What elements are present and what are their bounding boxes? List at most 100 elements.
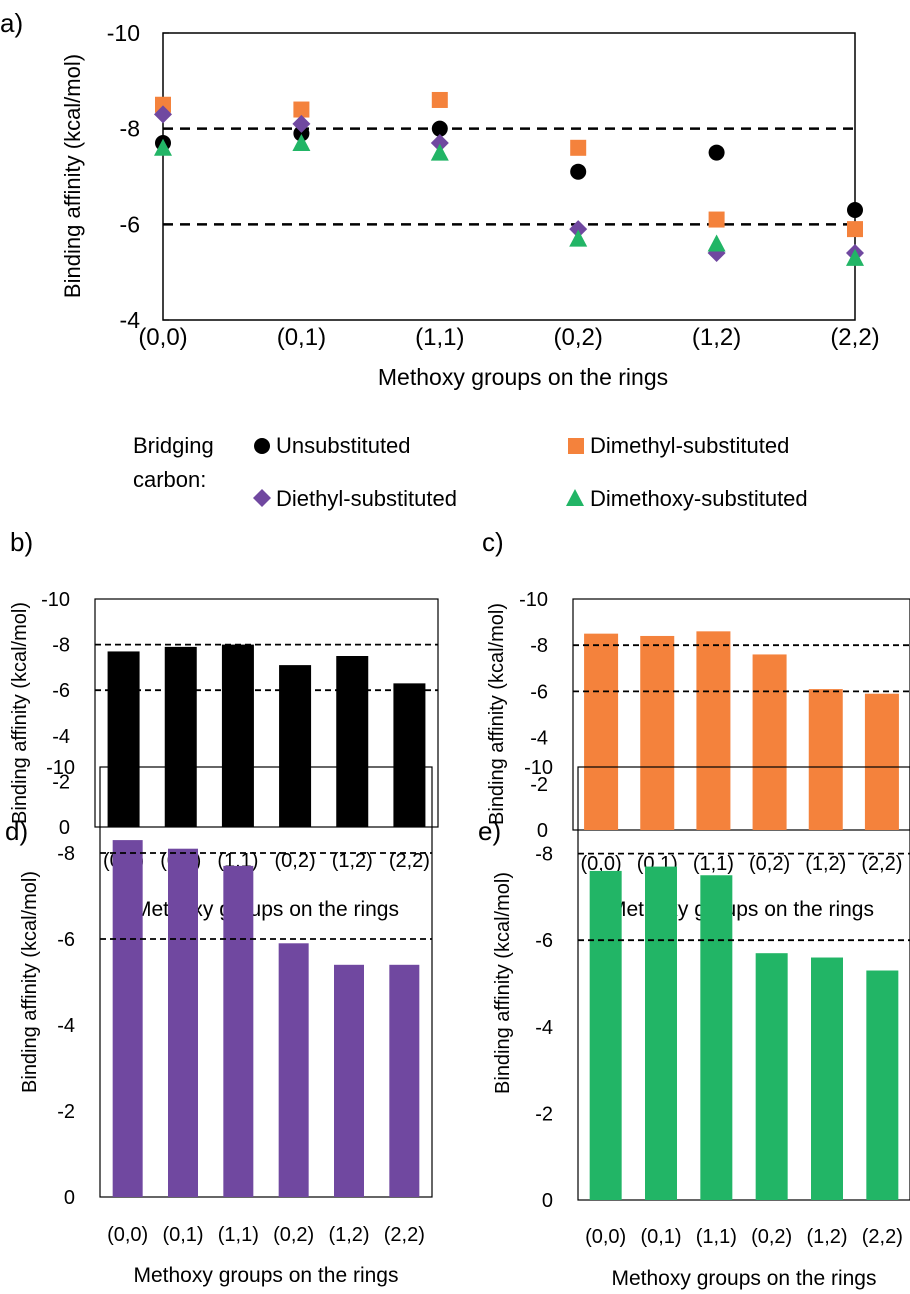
x-tick-label: (1,1) xyxy=(696,1226,737,1248)
x-tick-label: (0,1) xyxy=(162,1224,203,1246)
y-tick-label: -4 xyxy=(57,1015,75,1037)
bar xyxy=(334,964,364,1197)
legend-title-line2: carbon: xyxy=(133,467,206,492)
panel-label: b) xyxy=(10,527,33,557)
point-dimethyl-substituted xyxy=(155,96,171,113)
legend-label-unsubstituted: Unsubstituted xyxy=(276,433,411,458)
bar xyxy=(584,633,619,830)
y-tick-label: 0 xyxy=(64,1187,75,1209)
y-tick-label: -10 xyxy=(519,589,548,611)
y-tick-label: -2 xyxy=(52,771,70,793)
x-tick-label: (0,0) xyxy=(585,1226,626,1248)
y-tick-label: -4 xyxy=(120,307,141,333)
panel-label: c) xyxy=(482,527,504,557)
point-dimethoxy-substituted xyxy=(154,138,172,156)
point-diethyl-substituted xyxy=(569,220,588,239)
y-tick-label: -8 xyxy=(120,116,140,142)
x-tick-label: (0,0) xyxy=(581,853,622,875)
y-axis-label: Binding affinity (kcal/mol) xyxy=(9,602,31,824)
x-tick-label: (1,1) xyxy=(218,1224,259,1246)
y-axis-label: Binding affinity (kcal/mol) xyxy=(486,603,508,825)
x-axis-label: Methoxy groups on the rings xyxy=(134,898,399,921)
y-tick-label: -10 xyxy=(41,589,70,611)
x-tick-label: (0,2) xyxy=(275,850,316,872)
x-axis-label: Methoxy groups on the rings xyxy=(134,1264,399,1287)
y-tick-label: -6 xyxy=(52,680,70,702)
y-tick-label: -6 xyxy=(57,929,75,951)
y-tick-label: -8 xyxy=(530,635,548,657)
bar xyxy=(811,957,843,1200)
point-dimethoxy-substituted xyxy=(292,134,311,152)
plot-frame xyxy=(162,32,856,321)
y-tick-label: -10 xyxy=(107,20,140,46)
x-tick-label: (1,2) xyxy=(692,324,741,351)
bar xyxy=(866,970,899,1200)
plot-frame xyxy=(99,766,433,1198)
point-diethyl-substituted xyxy=(154,105,172,124)
y-tick-label: -6 xyxy=(120,211,140,237)
legend-marker-diethyl xyxy=(253,489,271,507)
bar xyxy=(393,683,426,827)
x-tick-label: (1,2) xyxy=(805,853,846,875)
y-axis-label: Binding affinity (kcal/mol) xyxy=(19,871,41,1093)
legend-marker-dimethyl xyxy=(568,438,584,454)
bar xyxy=(164,646,197,827)
legend-label-diethyl: Diethyl-substituted xyxy=(276,486,457,511)
bar-panel-d: d) -10 -8 -6 -4 -2 0 (0,0) (0,1) (1,1) (0,2) (1,2) (… xyxy=(5,757,433,1287)
point-dimethyl-substituted xyxy=(570,139,587,156)
legend-marker-dimethoxy xyxy=(566,489,584,506)
bar xyxy=(389,964,420,1197)
y-tick-label: -8 xyxy=(52,635,70,657)
bar xyxy=(336,656,369,827)
bar xyxy=(640,635,675,830)
y-tick-label: -10 xyxy=(46,757,75,779)
point-diethyl-substituted xyxy=(430,134,449,153)
scatter-panel-a: a) -10 -8 -6 -4(0,0) (0,1) (1,1) (0,2) (1,2) (2,2… xyxy=(0,8,880,390)
point-dimethoxy-substituted xyxy=(569,229,588,247)
point-dimethoxy-substituted xyxy=(430,143,449,161)
bar-panel-e: e) -10 -8 -6 -4 -2 0 (0,0) (0,1) (1,1) (0,2) (1,2) (… xyxy=(478,757,910,1290)
panel-label: d) xyxy=(5,816,28,846)
bar xyxy=(112,840,143,1197)
y-tick-label: -2 xyxy=(535,1103,553,1125)
y-tick-label: -6 xyxy=(530,681,548,703)
bar xyxy=(221,644,254,827)
bar xyxy=(700,875,733,1200)
y-tick-label: -6 xyxy=(535,930,553,952)
bar xyxy=(278,943,309,1197)
x-tick-label: (2,2) xyxy=(389,850,430,872)
point-dimethyl-substituted xyxy=(847,221,863,238)
point-diethyl-substituted xyxy=(292,114,311,133)
y-axis-label: Binding affinity (kcal/mol) xyxy=(60,54,85,298)
x-tick-label: (1,2) xyxy=(328,1224,369,1246)
y-tick-label: 0 xyxy=(542,1190,553,1212)
plot-frame xyxy=(577,766,910,1201)
bar xyxy=(589,870,622,1200)
x-tick-label: (0,2) xyxy=(554,324,603,351)
point-dimethoxy-substituted xyxy=(846,248,864,266)
point-unsubstituted xyxy=(847,201,863,218)
bar xyxy=(808,689,843,830)
y-tick-label: -4 xyxy=(535,1017,553,1039)
bar xyxy=(752,654,787,830)
bar xyxy=(696,631,731,830)
point-unsubstituted xyxy=(708,144,725,161)
y-tick-label: -4 xyxy=(52,726,70,748)
y-axis-label: Binding affinity (kcal/mol) xyxy=(492,872,514,1094)
bar xyxy=(755,953,788,1200)
legend: Bridging carbon: Unsubstituted Dimethyl-… xyxy=(133,433,808,511)
x-tick-label: (2,2) xyxy=(830,324,879,351)
y-tick-label: -4 xyxy=(530,728,548,750)
x-tick-label: (0,0) xyxy=(107,1224,148,1246)
bar xyxy=(223,865,254,1197)
y-tick-label: 0 xyxy=(59,817,70,839)
x-tick-label: (0,0) xyxy=(138,324,187,351)
x-tick-label: (2,2) xyxy=(861,853,902,875)
point-unsubstituted xyxy=(293,125,310,142)
panel-label: e) xyxy=(478,816,501,846)
x-axis-label: Methoxy groups on the rings xyxy=(612,1267,877,1290)
y-tick-label: -2 xyxy=(530,774,548,796)
bar xyxy=(645,866,677,1200)
point-dimethyl-substituted xyxy=(708,211,725,228)
x-axis-label: Methoxy groups on the rings xyxy=(378,364,668,390)
